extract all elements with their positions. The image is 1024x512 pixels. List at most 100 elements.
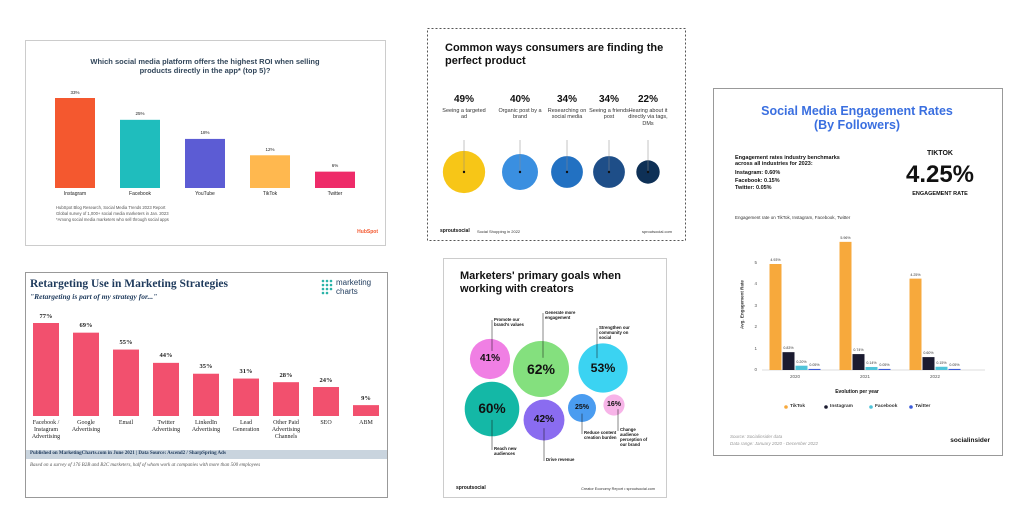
category-label: Generate more engagement [545,310,576,320]
data-label: 9% [361,394,371,402]
data-label: 4.93% [770,258,781,262]
x-tick-label: Facebook [129,191,151,197]
legend-label: TikTok [790,404,806,409]
category-label: Strengthen our community on social [599,325,630,340]
legend-label: Twitter [915,404,931,409]
data-label: 33% [70,89,80,95]
footer-logo: sproutsocial [440,228,470,234]
x-tick-label: 2020 [789,374,800,379]
center-dot [462,170,466,174]
legend-swatch [824,405,828,409]
data-label: 5.96% [840,235,851,240]
data-label: 31% [239,368,253,376]
data-label: 0.83% [783,346,794,351]
highlight-value: 4.25% [905,161,975,188]
data-label: 28% [279,371,293,379]
data-label: 22% [637,94,658,105]
data-label: 41% [479,352,501,364]
source-note: Based on a survey of 176 B2B and B2C mar… [30,463,261,468]
center-dot [646,170,650,174]
logo: marketing [336,278,372,287]
x-tick-label: Instagram [63,191,87,197]
y-tick-label: 3 [754,302,757,308]
x-tick-label: SEO [320,420,332,426]
data-label: 62% [526,360,556,377]
x-tick-label: TikTok [262,191,278,197]
x-tick-label: Lead Generation [232,420,260,433]
bar [948,368,961,370]
bar [120,119,160,188]
legend-swatch [784,405,788,409]
bar [113,349,139,416]
bubble [523,399,565,441]
x-tick-label: YouTube [195,191,215,197]
footer-logo: sproutsocial [456,485,486,491]
chart-title: Social Media Engagement Rates (By Follow… [761,104,953,133]
bar [185,138,225,188]
footer-text: Social Shopping in 2022 [477,228,521,234]
bar [273,382,299,416]
source-note: Published on MarketingCharts.com in June… [30,451,226,456]
bar [250,155,290,188]
category-label: Organic post by a brand [498,108,542,121]
y-tick-label: 0 [754,367,757,372]
x-tick-label: Facebook / Instagram Advertising [31,420,61,440]
bar [233,378,259,416]
source-note: HubSpot Blog Research, Social Media Tren… [56,205,166,210]
x-tick-label: Email [118,420,134,426]
bar [153,362,179,416]
data-label: 35% [199,363,213,371]
x-tick-label: 2021 [859,374,870,379]
data-label: 34% [556,94,577,105]
bar [315,171,355,188]
y-tick-label: 5 [754,259,757,265]
chart-title: Retargeting Use in Marketing Strategies [30,278,229,290]
legend-label: Instagram [830,404,853,409]
data-label: 12% [265,146,275,152]
benchmark-text: Twitter: 0.05% [735,185,772,191]
chart-title: Marketers' primary goals when working wi… [460,270,621,295]
category-label: Reach new audiences [494,446,517,456]
bar [865,366,878,370]
chart-subtitle: Engagement rate on TikTok, Instagram, Fa… [735,215,851,220]
logo: HubSpot [357,229,378,235]
x-tick-label: Twitter Advertising [151,420,181,433]
bar [808,368,821,370]
bar [193,373,219,416]
bar [935,366,948,370]
x-tick-label: Google Advertising [71,420,101,433]
panel [713,88,1003,456]
data-label: 40% [509,94,530,105]
data-label: 24% [319,376,333,384]
bubble [512,340,570,398]
logo: charts [336,287,358,296]
x-tick-label: Twitter [327,191,343,197]
bar [878,368,891,370]
data-label: 0.05% [809,362,820,367]
logo: socialinsider [950,437,990,444]
footer-text: Creator Economy Report • sproutsocial.co… [581,486,655,491]
category-label: Seeing a targeted ad [442,108,486,121]
y-axis-label: Avg. Engagement Rate [739,280,745,330]
data-label: 0.05% [879,362,890,367]
data-label: 42% [533,413,555,425]
bar [852,354,865,370]
category-label: Promote our brand's values [494,317,524,327]
bar [33,323,59,416]
chart-title: Which social media platform offers the h… [90,57,320,75]
bar [769,264,782,370]
bar [55,98,95,188]
y-tick-label: 1 [754,345,757,351]
center-dot [565,170,569,174]
data-label: 0.20% [796,359,807,364]
benchmark-text: Facebook: 0.15% [735,177,780,184]
data-label: 25% [574,403,589,411]
source-note: Source: Socialinsider data [730,434,783,439]
x-axis-label: Evolution per year [835,389,879,395]
data-label: 0.15% [936,360,947,365]
bar [922,357,935,370]
data-label: 69% [79,322,93,330]
bubble [603,394,625,416]
